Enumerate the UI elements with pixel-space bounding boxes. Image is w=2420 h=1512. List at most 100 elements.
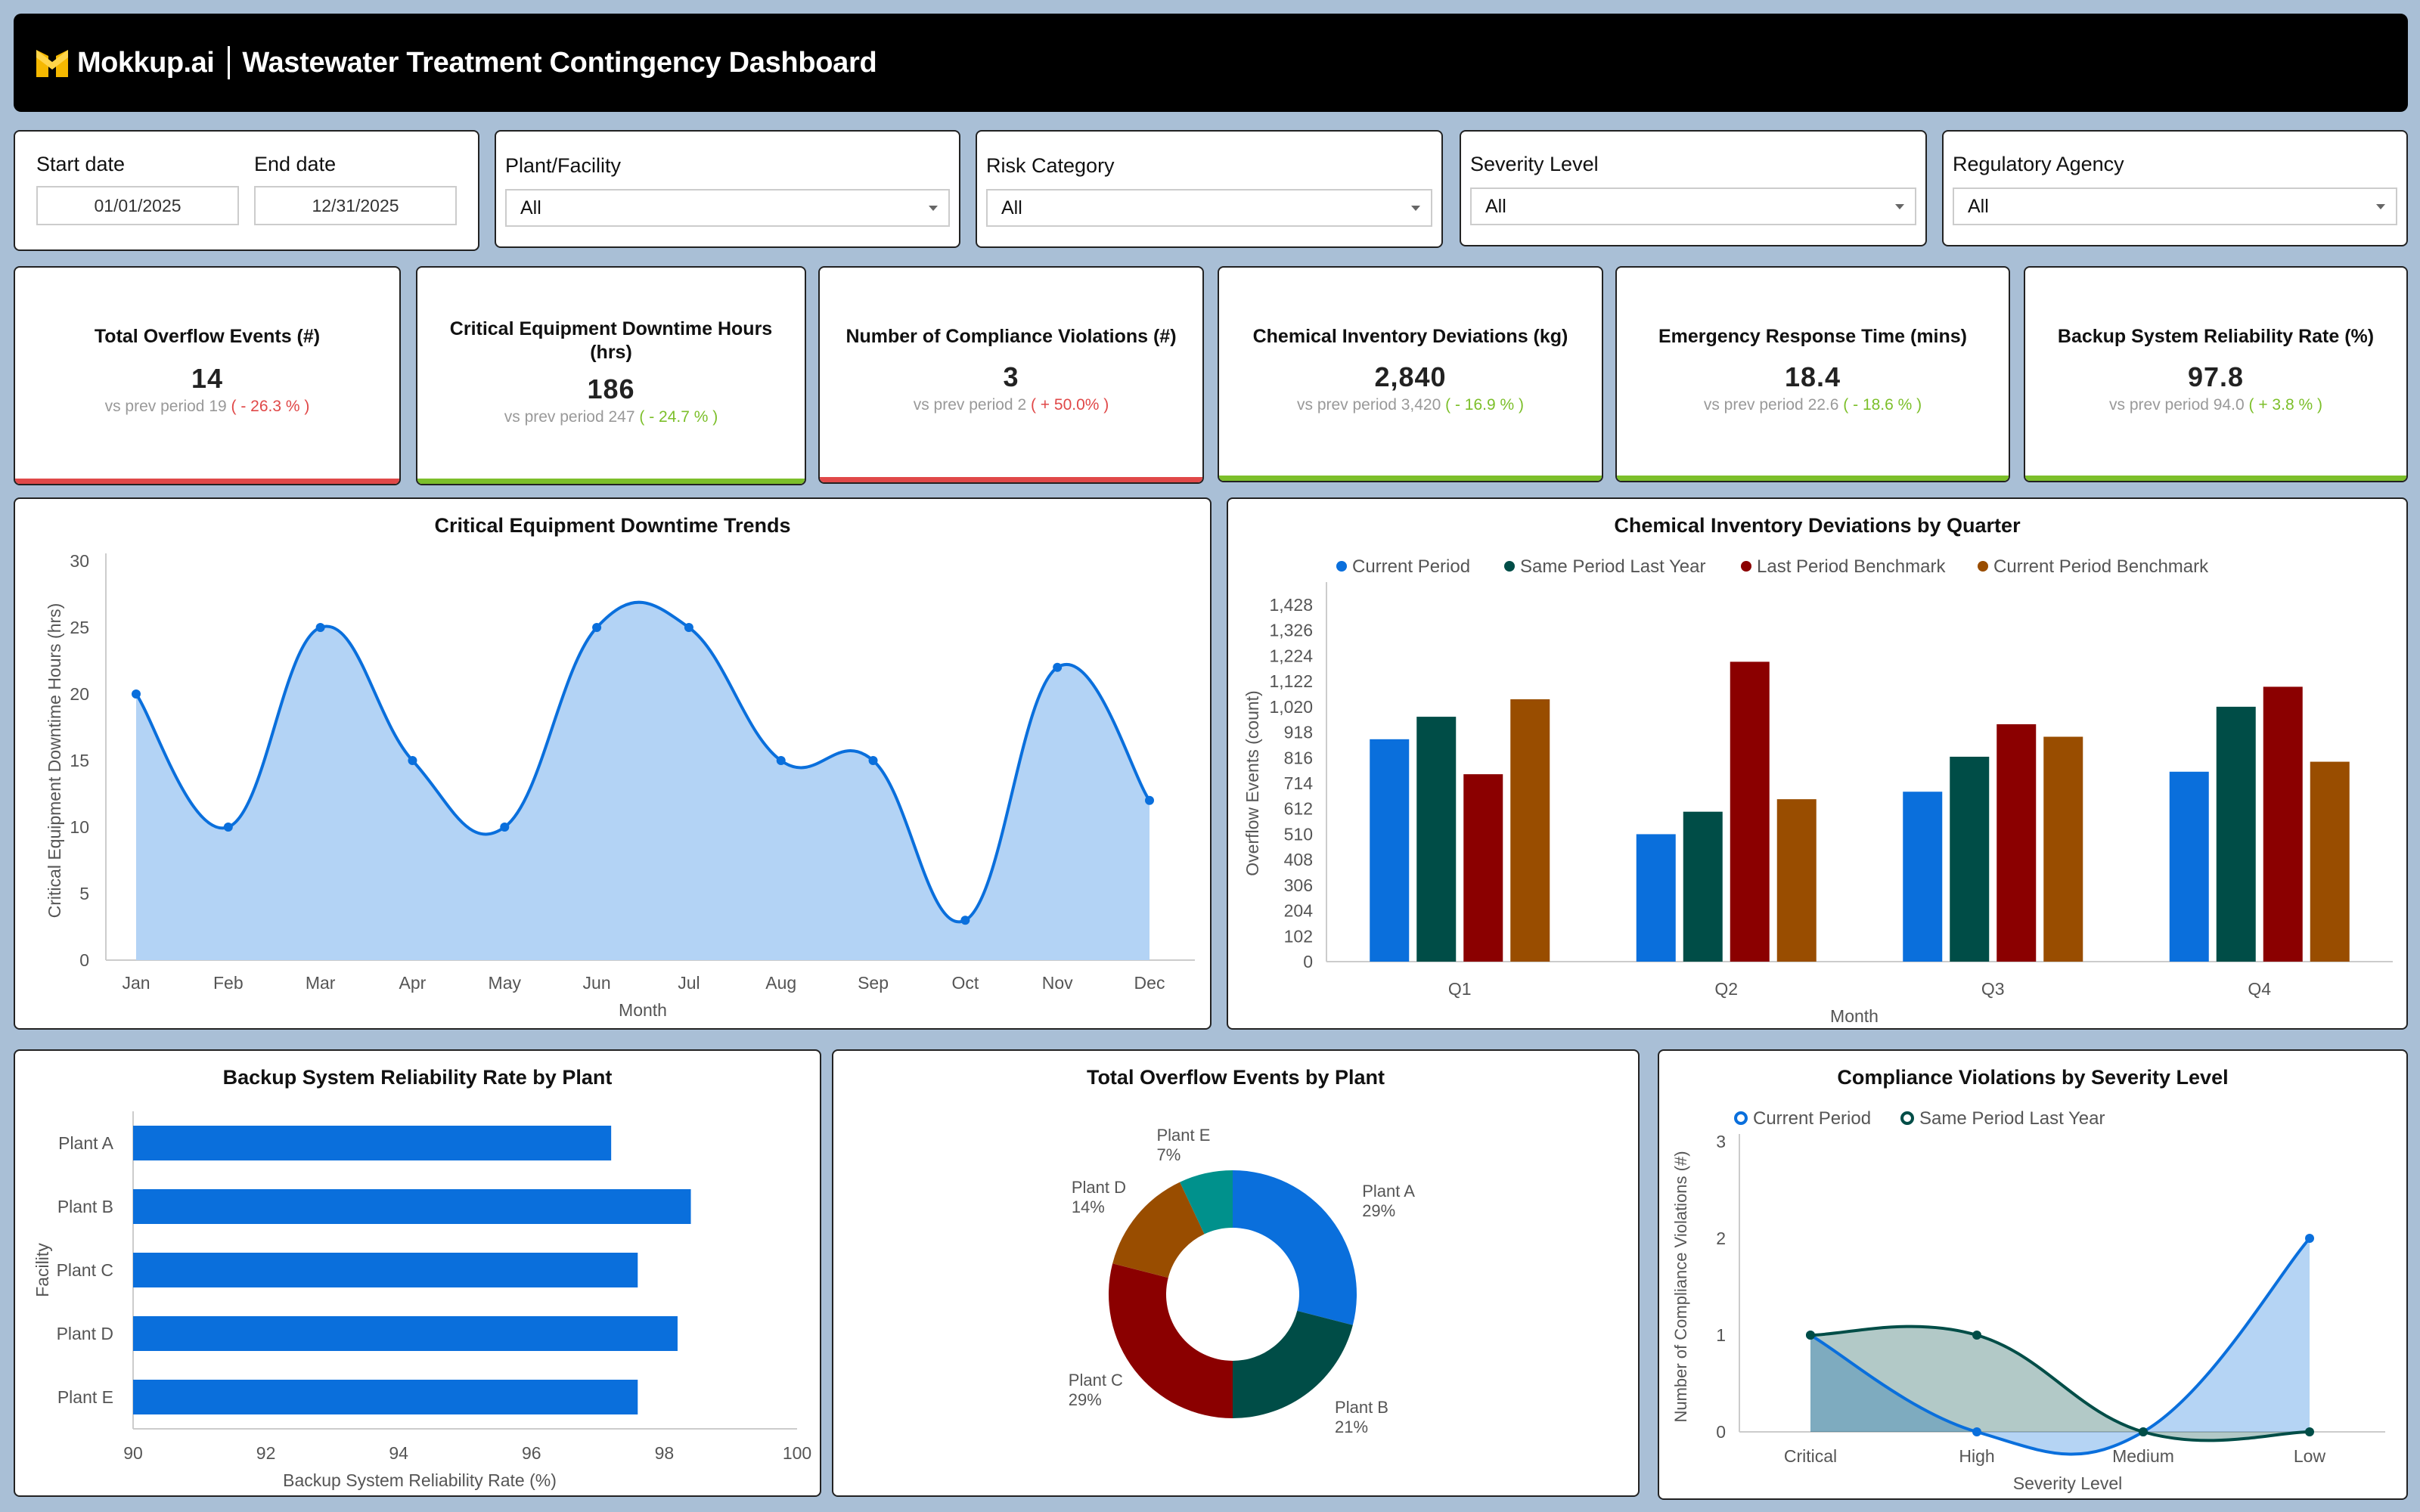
chart-title: Backup System Reliability Rate by Plant — [222, 1066, 613, 1089]
y-tick-label: 510 — [1284, 824, 1313, 844]
y-tick-label: Plant A — [58, 1133, 114, 1153]
bar — [1683, 811, 1723, 962]
risk-filter-value: All — [1001, 197, 1022, 218]
legend-label: Same Period Last Year — [1919, 1108, 2105, 1129]
x-tick-label: 98 — [655, 1443, 675, 1463]
header-divider — [228, 46, 231, 79]
end-date-input[interactable]: 12/31/2025 — [254, 186, 457, 225]
kpi-change: ( - 24.7 % ) — [639, 408, 718, 426]
app-header: Mokkup.ai Wastewater Treatment Contingen… — [14, 14, 2408, 112]
x-tick-label: Q3 — [1981, 979, 2005, 999]
page-title: Wastewater Treatment Contingency Dashboa… — [242, 46, 877, 79]
data-point — [868, 756, 878, 765]
kpi-status-bar — [2025, 476, 2406, 481]
bar — [1370, 739, 1410, 962]
y-tick-label: 0 — [1303, 952, 1313, 971]
y-axis-title: Facility — [33, 1243, 52, 1297]
agency-filter-select[interactable]: All — [1953, 187, 2397, 225]
legend-label: Same Period Last Year — [1520, 556, 1706, 577]
y-tick-label: 10 — [70, 817, 89, 837]
kpi-prev-value: 3,420 — [1401, 396, 1441, 414]
x-tick-label: Feb — [213, 973, 244, 993]
risk-filter-select[interactable]: All — [986, 189, 1432, 227]
slice-label-value: 7% — [1156, 1145, 1181, 1164]
start-date-input[interactable]: 01/01/2025 — [36, 186, 239, 225]
kpi-value: 14 — [191, 363, 224, 394]
chemical-deviations-card: Chemical Inventory Deviations by Quarter… — [1227, 497, 2408, 1030]
y-tick-label: Plant B — [57, 1197, 113, 1216]
severity-filter-card: Severity Level All — [1460, 130, 1927, 246]
data-point — [1972, 1331, 1981, 1340]
kpi-value: 18.4 — [1784, 361, 1841, 392]
kpi-value: 2,840 — [1374, 361, 1447, 392]
bar — [2263, 686, 2303, 962]
data-point — [960, 916, 970, 925]
y-tick-label: 1,224 — [1269, 646, 1313, 665]
start-date-label: Start date — [36, 153, 126, 175]
x-tick-label: Jun — [583, 973, 611, 993]
slice-label-name: Plant A — [1362, 1182, 1415, 1201]
x-tick-label: Oct — [951, 973, 979, 993]
bar — [1950, 756, 1990, 962]
kpi-comparison: vs prev period 94.0 ( + 3.8 % ) — [2025, 396, 2406, 414]
plant-filter-card: Plant/Facility All — [495, 130, 960, 248]
x-axis-title: Severity Level — [2013, 1473, 2122, 1493]
kpi-prev-label: vs prev period — [1703, 396, 1804, 414]
data-point — [1972, 1427, 1981, 1436]
bar — [133, 1316, 678, 1351]
x-tick-label: Nov — [1042, 973, 1073, 993]
kpi-prev-label: vs prev period — [2109, 396, 2209, 414]
kpi-change: ( - 18.6 % ) — [1843, 396, 1922, 414]
kpi-card-response-time: Emergency Response Time (mins) 18.4 vs p… — [1615, 266, 2010, 482]
kpi-prev-value: 2 — [1017, 396, 1027, 414]
kpi-prev-label: vs prev period — [104, 398, 205, 415]
kpi-value: 3 — [1003, 361, 1019, 392]
kpi-status-bar — [1617, 476, 2009, 481]
y-tick-label: 1,020 — [1269, 697, 1313, 717]
x-axis-title: Month — [1830, 1006, 1879, 1026]
kpi-title: Backup System Reliability Rate (%) — [2057, 326, 2375, 347]
plant-filter-select[interactable]: All — [505, 189, 950, 227]
slice-label-value: 14% — [1072, 1198, 1105, 1216]
bar — [2310, 761, 2350, 962]
kpi-comparison: vs prev period 3,420 ( - 16.9 % ) — [1219, 396, 1602, 414]
data-point — [1145, 795, 1154, 805]
slice-label-name: Plant E — [1156, 1126, 1210, 1145]
end-date-label: End date — [254, 153, 337, 175]
chevron-down-icon — [929, 206, 938, 211]
x-tick-label: May — [489, 973, 522, 993]
kpi-title: Emergency Response Time (mins) — [1658, 326, 1967, 347]
donut-slice — [1112, 1182, 1205, 1278]
risk-filter-card: Risk Category All — [976, 130, 1443, 248]
y-tick-label: 25 — [70, 618, 89, 637]
slice-label-value: 29% — [1069, 1390, 1102, 1409]
legend-marker — [1978, 561, 1988, 572]
y-tick-label: 1,326 — [1269, 621, 1313, 640]
x-tick-label: Jan — [122, 973, 150, 993]
y-tick-label: 102 — [1284, 926, 1313, 946]
agency-filter-label: Regulatory Agency — [1953, 153, 2124, 175]
data-point — [315, 623, 325, 632]
data-point — [684, 623, 693, 632]
kpi-change: ( + 3.8 % ) — [2248, 396, 2322, 414]
bar — [1903, 792, 1943, 962]
violations-by-severity-chart: 0 1 2 3 Critical High Medium Low Severity Level N… — [1671, 1108, 2385, 1493]
date-filter-card: Start date End date 01/01/2025 12/31/202… — [14, 130, 479, 251]
kpi-card-compliance-violations: Number of Compliance Violations (#) 3 vs… — [818, 266, 1204, 484]
x-tick-label: High — [1959, 1446, 1994, 1466]
bar — [1416, 717, 1457, 962]
bar — [133, 1126, 612, 1160]
x-axis-title: Month — [619, 1000, 667, 1020]
legend-label: Last Period Benchmark — [1757, 556, 1946, 577]
kpi-card-chemical-deviations: Chemical Inventory Deviations (kg) 2,840… — [1218, 266, 1603, 482]
kpi-title: Chemical Inventory Deviations (kg) — [1252, 326, 1568, 347]
x-tick-label: Q2 — [1714, 979, 1738, 999]
bar — [133, 1380, 638, 1414]
slice-label-value: 29% — [1362, 1201, 1395, 1220]
x-tick-label: Sep — [858, 973, 889, 993]
kpi-title: Critical Equipment Downtime Hours (hrs) — [449, 318, 773, 363]
reliability-by-plant-chart: Plant A Plant B Plant C Plant D Plant E 90 92 9… — [33, 1111, 811, 1490]
kpi-prev-value: 19 — [209, 398, 227, 415]
severity-filter-select[interactable]: All — [1470, 187, 1916, 225]
kpi-value: 186 — [587, 373, 635, 404]
